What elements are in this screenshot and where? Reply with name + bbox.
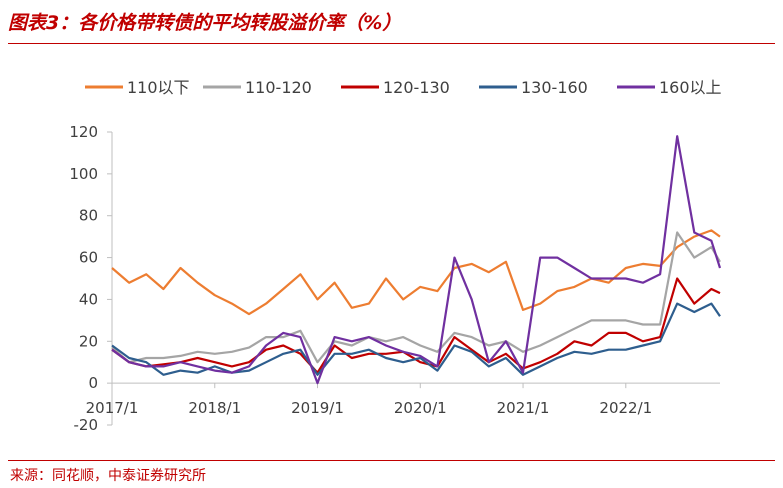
source-divider: [8, 460, 775, 461]
x-tick-label: 2020/1: [394, 399, 447, 417]
y-tick-label: 60: [79, 249, 98, 267]
series-line-5: [111, 135, 722, 385]
y-tick-label: 0: [88, 374, 98, 392]
x-tick-label: 2021/1: [497, 399, 550, 417]
source-note: 来源：同花顺，中泰证券研究所: [10, 468, 206, 484]
y-tick-label: 80: [79, 207, 98, 225]
series-line-4: [111, 302, 721, 376]
chart-title: 图表3：各价格带转债的平均转股溢价率（%）: [8, 12, 402, 34]
legend-label-4: 130-160: [521, 78, 588, 97]
series-line-3: [111, 277, 721, 374]
y-tick-label: 20: [79, 332, 98, 350]
series-layer: [111, 135, 722, 385]
y-tick-label: 120: [69, 123, 98, 141]
chart-area: 110以下 110-120 120-130 130-160 160以上 -20 0 20 40…: [69, 78, 722, 434]
title-divider: [8, 43, 775, 44]
legend-label-5: 160以上: [659, 78, 722, 97]
series-line-2: [111, 231, 721, 364]
y-tick-label: 100: [69, 165, 98, 183]
x-tick-label: 2022/1: [599, 399, 652, 417]
series-line-1: [111, 229, 721, 316]
legend-label-1: 110以下: [127, 78, 190, 97]
legend: 110以下 110-120 120-130 130-160 160以上: [85, 78, 722, 97]
x-tick-label: 2018/1: [188, 399, 241, 417]
x-tick-label: 2017/1: [86, 399, 139, 417]
x-tick-label: 2019/1: [291, 399, 344, 417]
legend-label-2: 110-120: [245, 78, 312, 97]
legend-label-3: 120-130: [383, 78, 450, 97]
y-tick-label: 40: [79, 290, 98, 308]
y-tick-label: -20: [74, 416, 99, 434]
axes: -20 0 20 40 60 80 100 120 2017/1 2018/1 2019/1 2020…: [69, 123, 720, 434]
